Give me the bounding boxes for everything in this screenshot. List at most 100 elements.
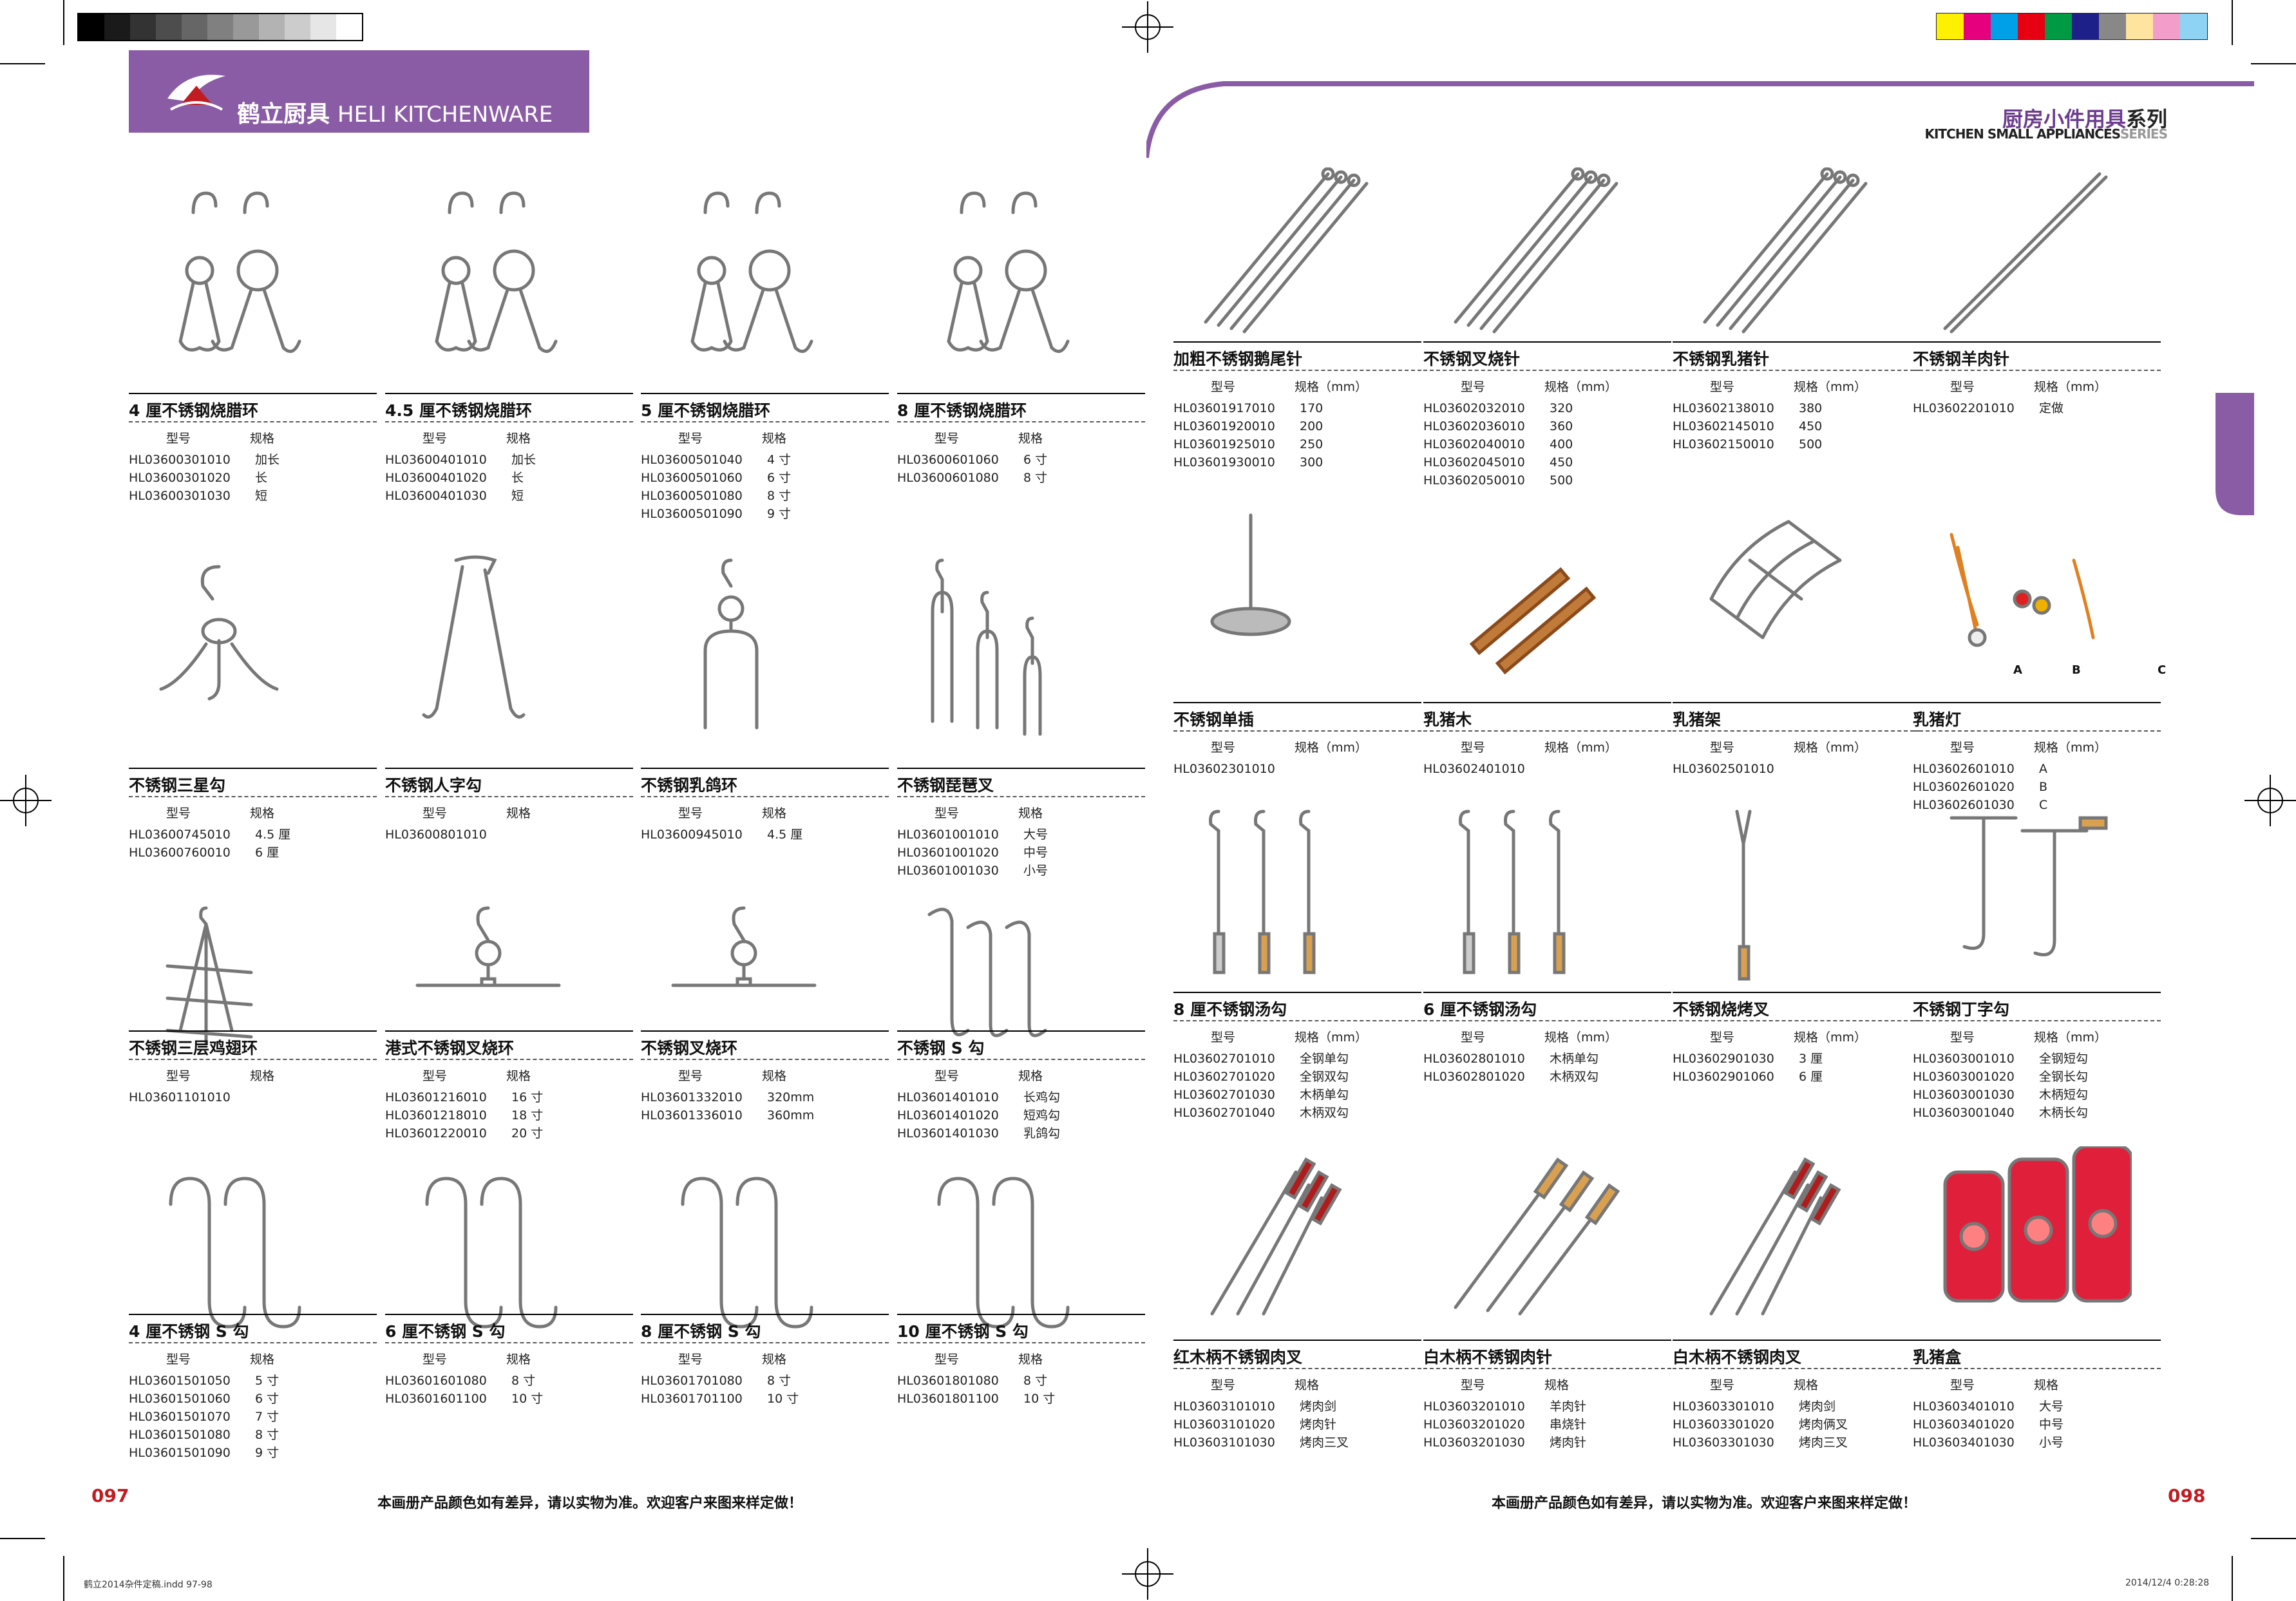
table-row: HL03601920010 200 <box>1173 417 1323 435</box>
spec-value: 木柄单勾 <box>1550 1052 1599 1066</box>
divider <box>385 768 633 769</box>
divider <box>1423 1340 1671 1341</box>
brand-logo-icon <box>167 75 225 111</box>
table-row: HL03601701080 8 寸 <box>641 1372 799 1390</box>
table-row: HL03602032010 320 <box>1423 399 1573 417</box>
spec-value: 乳鸽勾 <box>1023 1126 1061 1141</box>
model-header: 型号 <box>1461 380 1486 394</box>
spec-value: 9 寸 <box>255 1446 280 1460</box>
model-code: HL03600760010 <box>129 846 231 860</box>
table-row: HL03600401030 短 <box>385 487 536 505</box>
brand-name-cn: 鹤立厨具 <box>237 101 330 128</box>
spec-value: 300 <box>1300 455 1324 469</box>
wire-cage-icon <box>1709 520 1842 639</box>
meat-fork-icon <box>1709 1157 1841 1316</box>
table-row: HL03601917010 170 <box>1173 399 1323 417</box>
model-code: HL03601701100 <box>641 1392 743 1406</box>
model-code: HL03602801010 <box>1423 1052 1525 1066</box>
model-header: 型号 <box>678 431 703 446</box>
spec-header: 规格 <box>506 1069 531 1083</box>
s-hook-icon <box>937 1177 1070 1329</box>
model-code: HL03601801080 <box>897 1374 999 1388</box>
spec-header: 规格 <box>1544 1378 1570 1392</box>
divider <box>129 1342 377 1344</box>
spec-table: HL03600945010 4.5 厘 <box>641 826 802 844</box>
soup-hook-icon <box>1209 810 1316 974</box>
spec-value: 10 寸 <box>1023 1392 1056 1406</box>
table-row: HL03600601060 6 寸 <box>897 451 1047 469</box>
double-hook-ring-icon <box>178 191 301 354</box>
divider <box>641 421 889 423</box>
table-row: HL03601401030 乳鸽勾 <box>897 1124 1060 1142</box>
divider <box>129 1030 377 1032</box>
crop-mark <box>2232 1556 2233 1601</box>
skewer-set-icon <box>1454 167 1618 334</box>
table-row: HL03600301010 加长 <box>129 451 280 469</box>
product-name: 乳猪灯 <box>1913 710 1962 729</box>
page-number-right: 098 <box>2168 1485 2206 1506</box>
divider <box>897 1342 1145 1344</box>
spec-value: 6 厘 <box>255 846 280 860</box>
spec-value: 中号 <box>2039 1417 2064 1432</box>
divider <box>897 1030 1145 1032</box>
spec-header: 规格（mm） <box>1794 741 1867 755</box>
model-code: HL03602138010 <box>1673 401 1774 415</box>
product-name: 不锈钢人字勾 <box>385 776 482 795</box>
table-row: HL03603101020 烤肉针 <box>1173 1416 1349 1434</box>
model-header: 型号 <box>1710 380 1735 394</box>
wood-stick-icon <box>1469 567 1597 675</box>
spec-value: 8 寸 <box>1023 1374 1048 1388</box>
spec-table: HL03602901030 3 厘 HL03602901060 6 厘 <box>1673 1050 1823 1086</box>
model-code: HL03603401010 <box>1913 1399 2015 1414</box>
table-row: HL03601601100 10 寸 <box>385 1390 543 1408</box>
product-name: 乳猪架 <box>1673 710 1722 729</box>
spec-value: 8 寸 <box>767 1374 792 1388</box>
model-code: HL03600945010 <box>641 828 743 842</box>
model-header: 型号 <box>1710 741 1735 755</box>
spec-header: 规格 <box>762 431 787 446</box>
table-row: HL03601220010 20 寸 <box>385 1124 543 1142</box>
model-code: HL03602901060 <box>1673 1070 1774 1084</box>
spec-value: 360 <box>1550 419 1573 433</box>
divider <box>1423 1020 1671 1022</box>
model-header: 型号 <box>1461 741 1486 755</box>
model-code: HL03602301010 <box>1173 762 1275 776</box>
spec-value: 3 厘 <box>1799 1052 1823 1066</box>
spec-header: 规格（mm） <box>1295 741 1368 755</box>
product-name: 4.5 厘不锈钢烧腊环 <box>385 401 532 420</box>
model-code: HL03601001020 <box>897 846 999 860</box>
model-code: HL03601101010 <box>129 1090 231 1104</box>
product-name: 不锈钢 S 勾 <box>897 1039 985 1057</box>
model-code: HL03600401010 <box>385 453 487 467</box>
model-code: HL03603301010 <box>1673 1399 1774 1414</box>
model-header: 型号 <box>935 1069 960 1083</box>
model-header: 型号 <box>422 1352 448 1367</box>
model-code: HL03602701030 <box>1173 1088 1275 1102</box>
table-row: HL03603301030 烤肉三叉 <box>1673 1434 1848 1452</box>
spec-header: 规格（mm） <box>1544 741 1618 755</box>
model-code: HL03602201010 <box>1913 401 2015 415</box>
divider <box>1673 702 1921 703</box>
footer-file: 鹤立2014杂件定稿.indd 97-98 <box>84 1580 213 1590</box>
long-skewer-icon <box>1943 172 2108 334</box>
tong-hook-icon <box>422 555 526 719</box>
spec-value: 4.5 厘 <box>767 828 803 842</box>
divider <box>897 768 1145 769</box>
divider <box>129 393 377 394</box>
spec-header: 规格 <box>506 1352 531 1367</box>
spec-value: 8 寸 <box>255 1428 280 1442</box>
table-row: HL03601001010 大号 <box>897 826 1048 844</box>
spec-value: 烤肉剑 <box>1300 1399 1337 1414</box>
model-code: HL03602036010 <box>1423 419 1525 433</box>
table-row: HL03601336010 360mm <box>641 1106 814 1124</box>
table-row: HL03602040010 400 <box>1423 435 1573 453</box>
product-name: 不锈钢琵琶叉 <box>897 776 994 795</box>
divider <box>385 796 633 798</box>
table-row: HL03602201010 定做 <box>1913 399 2064 417</box>
divider <box>1913 992 2161 993</box>
series-subtitle-main: KITCHEN SMALL APPLIANCES <box>1924 126 2121 142</box>
brand-name-en: HELI KITCHENWARE <box>337 102 553 128</box>
page-edge-tab <box>2215 393 2254 515</box>
spec-header: 规格 <box>506 431 531 446</box>
spec-header: 规格（mm） <box>2034 741 2107 755</box>
